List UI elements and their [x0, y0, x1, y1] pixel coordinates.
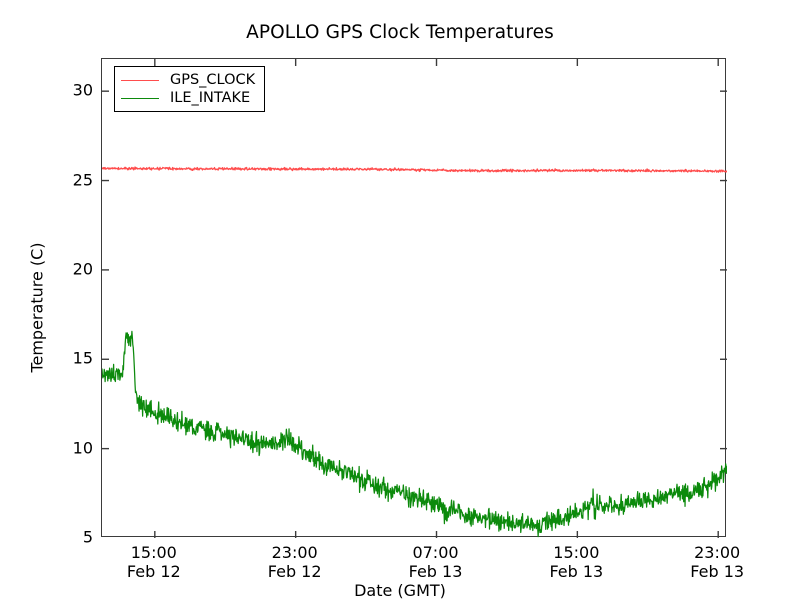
series-line-gps-clock: [102, 166, 727, 173]
legend-label: GPS_CLOCK: [170, 72, 256, 88]
legend-item: ILE_INTAKE: [121, 89, 255, 107]
y-tick-label: 20: [72, 259, 93, 279]
y-tick-label: 25: [72, 170, 93, 190]
x-tick-date: Feb 13: [549, 562, 604, 581]
x-tick-label: 23:00 Feb 13: [657, 543, 777, 581]
y-tick-label: 5: [82, 527, 93, 547]
legend: GPS_CLOCK ILE_INTAKE: [114, 66, 266, 112]
x-tick-label: 15:00 Feb 13: [516, 543, 636, 581]
x-tick-time: 15:00: [553, 543, 600, 562]
x-tick-date: Feb 12: [126, 562, 181, 581]
series-line-ile-intake: [102, 330, 727, 538]
x-tick-label: 07:00 Feb 13: [376, 543, 496, 581]
x-tick-time: 07:00: [412, 543, 459, 562]
x-tick-date: Feb 13: [408, 562, 463, 581]
x-axis-title: Date (GMT): [354, 581, 446, 600]
legend-label: ILE_INTAKE: [170, 90, 251, 106]
y-axis-title: Temperature (C): [27, 242, 47, 373]
legend-color-swatch: [121, 79, 159, 81]
x-tick-date: Feb 12: [267, 562, 322, 581]
x-tick-time: 15:00: [130, 543, 177, 562]
legend-item: GPS_CLOCK: [121, 71, 255, 89]
x-tick-label: 15:00 Feb 12: [94, 543, 214, 581]
y-axis-tick-labels: 5 10 15 20 25 30: [45, 0, 93, 600]
x-tick-time: 23:00: [271, 543, 318, 562]
x-tick-date: Feb 13: [690, 562, 745, 581]
y-tick-label: 10: [72, 438, 93, 458]
chart-title: APOLLO GPS Clock Temperatures: [246, 22, 554, 43]
y-tick-label: 15: [72, 348, 93, 368]
x-tick-time: 23:00: [694, 543, 741, 562]
legend-color-swatch: [121, 97, 159, 99]
plot-area: GPS_CLOCK ILE_INTAKE: [101, 58, 727, 538]
plot-svg: [102, 59, 727, 538]
x-tick-label: 23:00 Feb 12: [235, 543, 355, 581]
y-tick-label: 30: [72, 80, 93, 100]
